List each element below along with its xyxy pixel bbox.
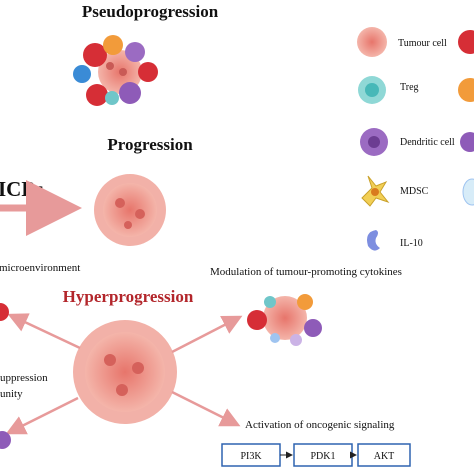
legend-label: Tumour cell (398, 38, 447, 49)
legend-label: IL-10 (400, 238, 423, 249)
pathway-node: AKT (374, 451, 395, 462)
legend: Tumour cell Treg Dendritic cell MDSC IL-… (357, 27, 474, 251)
legend-label: MDSC (400, 186, 429, 197)
pathway-node: PI3K (240, 451, 262, 462)
microenvironment-label: microenvironment (0, 262, 80, 274)
hyperprogression-title: Hyperprogression (63, 287, 194, 306)
cytokines-label: Modulation of tumour-promoting cytokines (210, 266, 402, 278)
signaling-label: Activation of oncogenic signaling (245, 419, 395, 431)
immunity-label: unity (0, 388, 23, 400)
cropped-cell (0, 303, 9, 321)
cytokine-cluster (247, 294, 322, 346)
cropped-cell (0, 431, 11, 449)
hyper-arrows (5, 313, 243, 435)
pathway-node: PDK1 (310, 451, 335, 462)
pseudo-cluster (73, 35, 158, 106)
progression-tumour (94, 174, 166, 246)
pseudoprogression-title: Pseudoprogression (82, 2, 219, 21)
progression-title: Progression (107, 135, 193, 154)
legend-label: Treg (400, 82, 419, 93)
pathway: PI3K PDK1 AKT (221, 443, 411, 467)
treatment-label: ICBs (0, 177, 44, 201)
legend-label: Dendritic cell (400, 137, 455, 148)
hyper-tumour (73, 320, 177, 424)
suppression-label: uppression (0, 372, 48, 384)
